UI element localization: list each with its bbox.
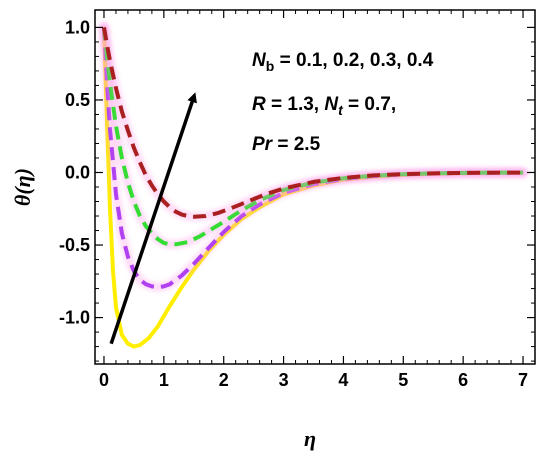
y-tick-label: 1.0 [65,17,90,37]
x-tick-label: 4 [338,370,348,390]
x-tick-label: 0 [99,370,109,390]
trend-arrow [109,92,197,345]
annotation-nb-var: N [252,50,267,71]
annotation-r-nt: R = 1.3, Nt = 0.7, [252,94,396,118]
annotation-pr-value: = 2.5 [272,134,320,155]
y-tick-label: -0.5 [59,235,90,255]
annotation-group: Nb = 0.1, 0.2, 0.3, 0.4 R = 1.3, Nt = 0.… [252,50,434,155]
x-axis-title: η [304,426,316,451]
annotation-pr-var: Pr [252,134,274,155]
y-tick-label: -1.0 [59,308,90,328]
x-tick-label: 2 [219,370,229,390]
x-tick-label: 1 [159,370,169,390]
y-axis-title: θ(η) [10,168,35,206]
x-tick-label: 5 [398,370,408,390]
series-layer [99,22,528,349]
annotation-nt-sub: t [338,102,344,118]
ticks-layer: 0 1 2 3 4 5 6 7 1.0 0.5 0.0 -0.5 -1.0 [59,10,535,390]
annotation-r-value: = 1.3, [266,94,325,115]
x-tick-label: 7 [518,370,528,390]
y-tick-label: 0.5 [65,90,90,110]
annotation-nt-value: = 0.7, [343,94,396,115]
annotation-r-var: R [252,94,266,115]
y-tick-label: 0.0 [65,162,90,182]
x-tick-label: 3 [279,370,289,390]
annotation-nb: Nb = 0.1, 0.2, 0.3, 0.4 [252,50,434,74]
annotation-nb-sub: b [266,58,275,74]
series-line-nb-0.4 [102,27,524,219]
annotation-nb-values: = 0.1, 0.2, 0.3, 0.4 [274,50,433,71]
annotation-pr: Pr = 2.5 [252,134,321,155]
annotation-nt-var: N [324,94,339,115]
x-tick-label: 6 [458,370,468,390]
